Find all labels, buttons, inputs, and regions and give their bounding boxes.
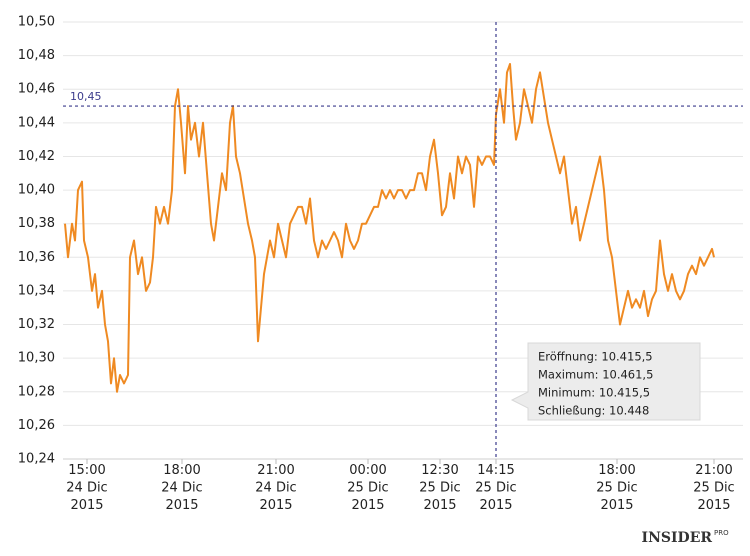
y-tick-label: 10,42 <box>18 149 55 164</box>
tooltip-line: Minimum: 10.415,5 <box>538 386 650 400</box>
y-tick-label: 10,30 <box>18 351 55 366</box>
crosshair-label: 10,45 <box>70 90 102 103</box>
logo: INSIDER PRO <box>642 529 730 546</box>
y-tick-label: 10,50 <box>18 15 55 30</box>
y-tick-label: 10,26 <box>18 418 55 433</box>
ticks: 10,24 10,26 10,28 10,30 10,32 10,34 10,36 10,38… <box>18 15 735 513</box>
y-tick-label: 10,38 <box>18 216 55 231</box>
y-tick-label: 10,32 <box>18 317 55 332</box>
y-tick-label: 10,46 <box>18 82 55 97</box>
x-tick-label: 00:00 25 Dic 2015 <box>347 463 388 513</box>
price-line <box>64 63 715 393</box>
tooltip-line: Maximum: 10.461,5 <box>538 368 653 382</box>
y-tick-label: 10,44 <box>18 115 55 130</box>
y-tick-label: 10,24 <box>18 452 55 467</box>
tooltip-line: Schließung: 10.448 <box>538 404 649 418</box>
x-tick-label: 18:00 25 Dic 2015 <box>596 463 637 513</box>
x-tick-label: 21:00 24 Dic 2015 <box>255 463 296 513</box>
y-tick-label: 10,36 <box>18 250 55 265</box>
y-tick-label: 10,28 <box>18 384 55 399</box>
tooltip-line: Eröffnung: 10.415,5 <box>538 350 653 364</box>
plot <box>64 63 715 393</box>
y-tick-label: 10,34 <box>18 283 55 298</box>
y-tick-label: 10,48 <box>18 48 55 63</box>
logo-suffix: PRO <box>714 529 729 537</box>
x-tick-label: 18:00 24 Dic 2015 <box>161 463 202 513</box>
grid <box>63 21 743 460</box>
tooltip-box <box>510 342 701 421</box>
x-tick-label: 15:00 24 Dic 2015 <box>66 463 107 513</box>
crosshair: 10,45 <box>63 22 743 459</box>
x-tick-label: 21:00 25 Dic 2015 <box>693 463 734 513</box>
x-tick-label: 14:15 25 Dic 2015 <box>475 463 516 513</box>
x-tick-label: 12:30 25 Dic 2015 <box>419 463 460 513</box>
tooltip: Eröffnung: 10.415,5 Maximum: 10.461,5 Mi… <box>510 342 701 421</box>
logo-name: INSIDER <box>642 530 713 546</box>
y-tick-label: 10,40 <box>18 183 55 198</box>
